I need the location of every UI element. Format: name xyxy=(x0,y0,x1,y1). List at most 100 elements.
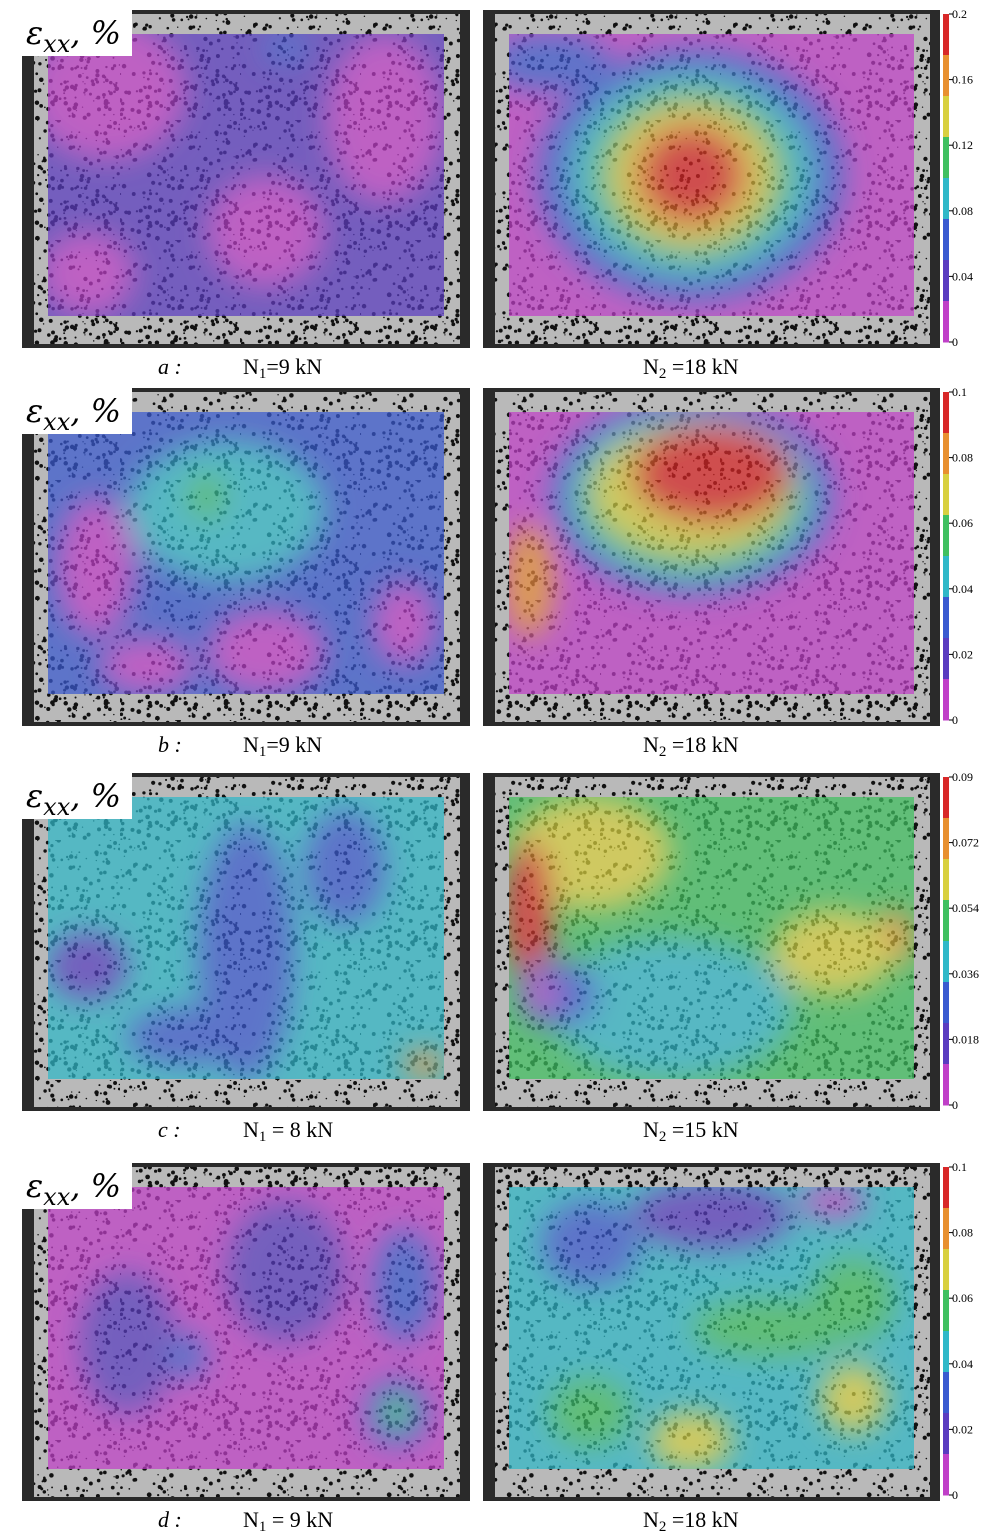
load-symbol: N xyxy=(243,1117,259,1142)
load-caption: N2 =18 kN xyxy=(643,1507,739,1535)
colorbar-segment xyxy=(943,301,949,343)
colorbar-segment xyxy=(943,1413,949,1455)
colorbar-segment xyxy=(943,638,949,680)
colorbar-segment xyxy=(943,474,949,516)
panel-letter: b : xyxy=(158,732,182,757)
colorbar-label: 0.04 xyxy=(952,1357,973,1371)
symbol: ε xyxy=(26,392,43,430)
page: {"rows": [ {"symbol": "ε", "subscript": … xyxy=(0,0,994,1539)
load-index: 2 xyxy=(659,1129,667,1145)
colorbar-segment xyxy=(943,818,949,860)
colorbar-segment xyxy=(943,55,949,97)
colorbar-label: 0 xyxy=(952,335,958,349)
load-value: = 9 kN xyxy=(266,1507,333,1532)
colorbar-label: 0.2 xyxy=(952,7,967,21)
colorbar-label: 0.16 xyxy=(952,73,973,87)
colorbar-segment xyxy=(943,679,949,721)
colorbar-segment xyxy=(943,859,949,901)
load-symbol: N xyxy=(243,1507,259,1532)
colorbar-label: 0.02 xyxy=(952,1422,973,1436)
strain-map xyxy=(22,1163,470,1501)
figure: εxx, %a :N1=9 kNN2 =18 kN0.20.160.120.08… xyxy=(0,0,994,1539)
subscript: xx xyxy=(43,1183,71,1211)
strain-map xyxy=(22,773,470,1111)
load-index: 1 xyxy=(259,1519,267,1535)
strain-map xyxy=(483,1163,940,1501)
colorbar-label: 0.08 xyxy=(952,451,973,465)
load-caption: N1=9 kN xyxy=(243,732,322,760)
colorbar-segment xyxy=(943,1064,949,1106)
colorbar-segment xyxy=(943,1372,949,1414)
colorbar-segment xyxy=(943,597,949,639)
colorbar-segment xyxy=(943,941,949,983)
colorbar-label: 0 xyxy=(952,1098,958,1112)
load-value: =15 kN xyxy=(666,1117,738,1142)
load-value: =9 kN xyxy=(266,732,322,757)
panel-letter: d : xyxy=(158,1507,182,1532)
colorbar-segment xyxy=(943,777,949,819)
colorbar-segment xyxy=(943,556,949,598)
colorbar-segment xyxy=(943,900,949,942)
load-caption: N1=9 kN xyxy=(243,354,322,382)
load-symbol: N xyxy=(643,1507,659,1532)
colorbar-segment xyxy=(943,1454,949,1496)
unit: , % xyxy=(70,777,121,815)
colorbar-segment xyxy=(943,219,949,261)
unit: , % xyxy=(70,392,121,430)
colorbar-label: 0.09 xyxy=(952,770,973,784)
symbol: ε xyxy=(26,777,43,815)
symbol: ε xyxy=(26,1167,43,1205)
colorbar-segment xyxy=(943,982,949,1024)
colorbar-label: 0.054 xyxy=(952,901,979,915)
colorbar-segment xyxy=(943,137,949,179)
load-index: 2 xyxy=(659,366,667,382)
strain-map xyxy=(22,10,470,348)
load-index: 2 xyxy=(659,744,667,760)
strain-map xyxy=(483,773,940,1111)
subscript: xx xyxy=(43,30,71,58)
colorbar-label: 0.072 xyxy=(952,836,979,850)
colorbar-label: 0.04 xyxy=(952,269,973,283)
colorbar-segment xyxy=(943,1331,949,1373)
load-symbol: N xyxy=(643,354,659,379)
load-value: =9 kN xyxy=(266,354,322,379)
load-caption: N1 = 9 kN xyxy=(243,1507,333,1535)
colorbar-segment xyxy=(943,96,949,138)
load-symbol: N xyxy=(643,1117,659,1142)
colorbar-label: 0.1 xyxy=(952,385,967,399)
colorbar-label: 0.036 xyxy=(952,967,979,981)
subscript: xx xyxy=(43,793,71,821)
load-value: =18 kN xyxy=(666,732,738,757)
strain-map xyxy=(483,388,940,726)
axis-quantity: εxx, % xyxy=(26,1167,121,1211)
colorbar-segment xyxy=(943,178,949,220)
colorbar-label: 0 xyxy=(952,1488,958,1502)
load-symbol: N xyxy=(643,732,659,757)
colorbar-label: 0.06 xyxy=(952,1291,973,1305)
axis-quantity: εxx, % xyxy=(26,14,121,58)
colorbar-label: 0 xyxy=(952,713,958,727)
colorbar-label: 0.018 xyxy=(952,1032,979,1046)
symbol: ε xyxy=(26,14,43,52)
load-symbol: N xyxy=(243,354,259,379)
unit: , % xyxy=(70,14,121,52)
load-caption: N1 = 8 kN xyxy=(243,1117,333,1145)
load-symbol: N xyxy=(243,732,259,757)
subscript: xx xyxy=(43,408,71,436)
panel-letter: c : xyxy=(158,1117,181,1142)
colorbar-label: 0.02 xyxy=(952,647,973,661)
axis-quantity: εxx, % xyxy=(26,392,121,436)
colorbar-label: 0.04 xyxy=(952,582,973,596)
load-caption: N2 =18 kN xyxy=(643,354,739,382)
load-value: =18 kN xyxy=(666,1507,738,1532)
colorbar-segment xyxy=(943,1208,949,1250)
load-caption: N2 =18 kN xyxy=(643,732,739,760)
colorbar-segment xyxy=(943,433,949,475)
load-index: 1 xyxy=(259,1129,267,1145)
load-value: =18 kN xyxy=(666,354,738,379)
colorbar-segment xyxy=(943,1167,949,1209)
colorbar-segment xyxy=(943,1290,949,1332)
colorbar-label: 0.06 xyxy=(952,516,973,530)
colorbar-segment xyxy=(943,14,949,56)
colorbar-segment xyxy=(943,515,949,557)
